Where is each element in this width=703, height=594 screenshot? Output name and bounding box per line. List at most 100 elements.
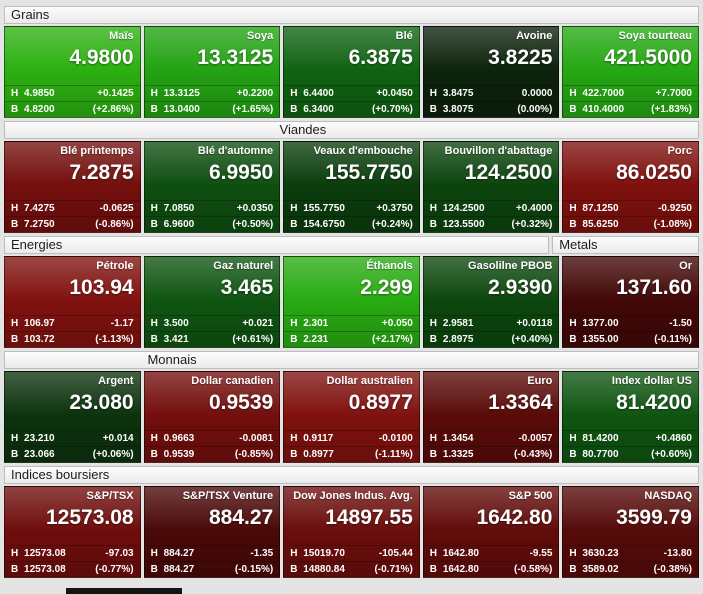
quote-tile[interactable]: Blé printemps 7.2875 H 7.4275 -0.0625 B … xyxy=(4,141,141,233)
quote-tile[interactable]: Euro 1.3364 H 1.3454 -0.0057 B 1.3325 (-… xyxy=(422,371,560,463)
net-change: +0.0450 xyxy=(376,88,413,99)
last-price: 1.3364 xyxy=(488,391,553,414)
quote-tile[interactable]: Pétrole 103.94 H 106.97 -1.17 B 103.72 (… xyxy=(4,256,141,348)
high-row: H 1.3454 -0.0057 xyxy=(423,430,559,446)
quote-stats: H 7.4275 -0.0625 B 7.2750 (-0.86%) xyxy=(5,200,140,232)
low-value: 80.7700 xyxy=(582,449,619,460)
low-label: B xyxy=(150,334,158,345)
quote-stats: H 1377.00 -1.50 B 1355.00 (-0.11%) xyxy=(563,315,698,347)
quote-tile[interactable]: Bouvillon d'abattage 124.2500 H 124.2500… xyxy=(422,141,560,233)
low-row: B 154.6750 (+0.24%) xyxy=(284,216,419,232)
high-row: H 13.3125 +0.2200 xyxy=(144,85,280,101)
percent-change: (+2.86%) xyxy=(92,104,134,115)
high-label: H xyxy=(11,318,19,329)
net-change: +0.1425 xyxy=(97,88,134,99)
quote-tile[interactable]: Or 1371.60 H 1377.00 -1.50 B 1355.00 (-0… xyxy=(562,256,699,348)
low-value: 3.8075 xyxy=(442,104,474,115)
quote-tile[interactable]: Dollar australien 0.8977 H 0.9117 -0.010… xyxy=(283,371,420,463)
last-price: 884.27 xyxy=(208,506,274,529)
quote-tile[interactable]: NASDAQ 3599.79 H 3630.23 -13.80 B 3589.0… xyxy=(562,486,699,578)
quote-tile[interactable]: Blé 6.3875 H 6.4400 +0.0450 B 6.3400 (+0… xyxy=(283,26,420,118)
low-group: B 103.72 xyxy=(11,334,55,345)
high-value: 3630.23 xyxy=(582,548,619,559)
low-label: B xyxy=(429,564,438,575)
high-label: H xyxy=(429,318,438,329)
quote-tile[interactable]: Éthanols 2.299 H 2.301 +0.050 B 2.231 (+… xyxy=(283,256,420,348)
net-change: +0.0350 xyxy=(236,203,274,214)
high-label: H xyxy=(429,88,438,99)
percent-change: (-0.77%) xyxy=(95,564,134,575)
low-value: 0.9539 xyxy=(163,449,195,460)
low-label: B xyxy=(290,564,298,575)
last-price: 12573.08 xyxy=(46,506,134,529)
quote-tile[interactable]: Veaux d'embouche 155.7750 H 155.7750 +0.… xyxy=(283,141,420,233)
last-price: 421.5000 xyxy=(604,46,692,69)
quote-tile[interactable]: S&P/TSX Venture 884.27 H 884.27 -1.35 B … xyxy=(143,486,281,578)
quote-tile[interactable]: Dow Jones Indus. Avg. 14897.55 H 15019.7… xyxy=(283,486,420,578)
high-value: 422.7000 xyxy=(582,88,625,99)
low-row: B 3.8075 (0.00%) xyxy=(423,101,559,117)
high-row: H 3630.23 -13.80 xyxy=(563,545,698,561)
high-value: 124.2500 xyxy=(442,203,485,214)
tile-row-energies: Pétrole 103.94 H 106.97 -1.17 B 103.72 (… xyxy=(4,256,699,348)
high-row: H 2.9581 +0.0118 xyxy=(423,315,559,331)
quote-stats: H 884.27 -1.35 B 884.27 (-0.15%) xyxy=(144,545,280,577)
quote-tile[interactable]: Soya tourteau 421.5000 H 422.7000 +7.700… xyxy=(562,26,699,118)
low-row: B 0.8977 (-1.11%) xyxy=(284,446,419,462)
high-label: H xyxy=(11,433,19,444)
low-group: B 0.8977 xyxy=(290,449,334,460)
low-row: B 23.066 (+0.06%) xyxy=(5,446,140,462)
quote-tile[interactable]: Porc 86.0250 H 87.1250 -0.9250 B 85.6250… xyxy=(562,141,699,233)
high-label: H xyxy=(290,318,298,329)
low-label: B xyxy=(569,564,577,575)
quote-stats: H 13.3125 +0.2200 B 13.0400 (+1.65%) xyxy=(144,85,280,117)
net-change: -9.55 xyxy=(529,548,553,559)
quote-stats: H 155.7750 +0.3750 B 154.6750 (+0.24%) xyxy=(284,200,419,232)
high-group: H 1642.80 xyxy=(430,548,479,559)
instrument-name: Dollar australien xyxy=(326,375,413,387)
quote-tile[interactable]: Gasolilne PBOB 2.9390 H 2.9581 +0.0118 B… xyxy=(422,256,560,348)
last-price: 2.299 xyxy=(360,276,413,299)
quote-tile[interactable]: Gaz naturel 3.465 H 3.500 +0.021 B 3.421… xyxy=(143,256,281,348)
instrument-name: Soya tourteau xyxy=(618,30,692,42)
low-group: B 884.27 xyxy=(151,564,195,575)
last-price: 13.3125 xyxy=(197,46,274,69)
last-price: 14897.55 xyxy=(325,506,413,529)
instrument-name: Gaz naturel xyxy=(213,260,274,272)
instrument-name: Or xyxy=(679,260,692,272)
low-value: 14880.84 xyxy=(303,564,345,575)
quote-tile[interactable]: S&P 500 1642.80 H 1642.80 -9.55 B 1642.8… xyxy=(422,486,560,578)
quote-tile[interactable]: Maïs 4.9800 H 4.9850 +0.1425 B 4.8200 (+… xyxy=(4,26,141,118)
section-title: Indices boursiers xyxy=(4,466,699,484)
low-group: B 12573.08 xyxy=(11,564,66,575)
quote-tile[interactable]: Argent 23.080 H 23.210 +0.014 B 23.066 (… xyxy=(4,371,141,463)
net-change: -1.50 xyxy=(669,318,692,329)
high-group: H 155.7750 xyxy=(290,203,345,214)
quote-tile[interactable]: Soya 13.3125 H 13.3125 +0.2200 B 13.0400… xyxy=(143,26,281,118)
low-value: 6.3400 xyxy=(303,104,334,115)
quote-tile[interactable]: Dollar canadien 0.9539 H 0.9663 -0.0081 … xyxy=(143,371,281,463)
net-change: -1.35 xyxy=(250,548,274,559)
section-title: Viandes xyxy=(4,121,699,139)
low-group: B 1.3325 xyxy=(430,449,474,460)
instrument-name: Dollar canadien xyxy=(191,375,274,387)
quote-tile[interactable]: S&P/TSX 12573.08 H 12573.08 -97.03 B 125… xyxy=(4,486,141,578)
low-value: 103.72 xyxy=(24,334,55,345)
high-group: H 6.4400 xyxy=(290,88,334,99)
high-row: H 6.4400 +0.0450 xyxy=(284,85,419,101)
high-group: H 124.2500 xyxy=(430,203,485,214)
net-change: -0.0081 xyxy=(239,433,274,444)
high-row: H 15019.70 -105.44 xyxy=(284,545,419,561)
quote-tile[interactable]: Avoine 3.8225 H 3.8475 0.0000 B 3.8075 (… xyxy=(422,26,560,118)
quote-tile[interactable]: Blé d'automne 6.9950 H 7.0850 +0.0350 B … xyxy=(143,141,281,233)
high-label: H xyxy=(11,203,19,214)
quote-tile[interactable]: Index dollar US 81.4200 H 81.4200 +0.486… xyxy=(562,371,699,463)
low-row: B 14880.84 (-0.71%) xyxy=(284,561,419,577)
low-row: B 4.8200 (+2.86%) xyxy=(5,101,140,117)
low-value: 3589.02 xyxy=(582,564,619,575)
low-group: B 1642.80 xyxy=(430,564,479,575)
low-label: B xyxy=(290,449,298,460)
high-value: 1642.80 xyxy=(442,548,479,559)
high-label: H xyxy=(150,433,158,444)
percent-change: (+1.83%) xyxy=(651,104,692,115)
